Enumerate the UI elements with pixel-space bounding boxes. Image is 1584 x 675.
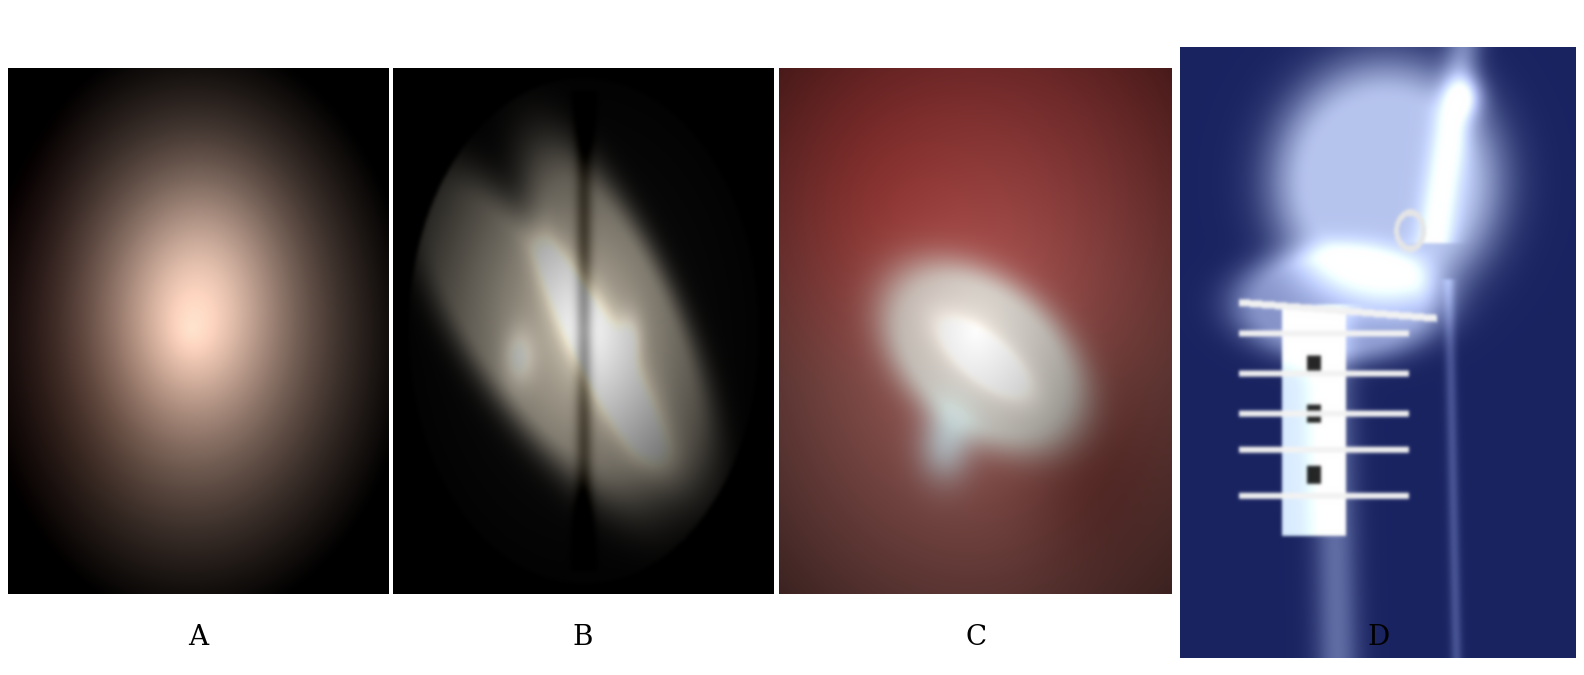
Text: D: D bbox=[1367, 624, 1389, 651]
Text: C: C bbox=[965, 624, 987, 651]
Text: A: A bbox=[188, 624, 208, 651]
Text: B: B bbox=[573, 624, 592, 651]
